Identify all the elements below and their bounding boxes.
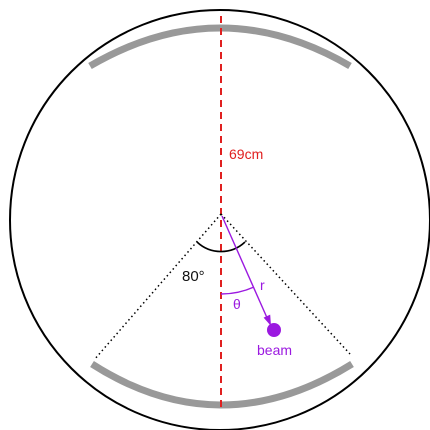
beam-arrow-line: [221, 215, 269, 321]
right-dotted-line: [220, 213, 351, 355]
left-dotted-line: [93, 213, 222, 361]
beam-arrow-head: [263, 314, 271, 326]
radius-label: r: [260, 277, 265, 293]
beam-label: beam: [257, 342, 292, 358]
angle-label: 80°: [182, 268, 205, 285]
outer-circle: [9, 9, 430, 430]
beam-dot: [267, 323, 281, 337]
theta-arc: [220, 286, 255, 295]
theta-label: θ: [233, 296, 241, 312]
angle-arc-80: [196, 241, 246, 253]
distance-label: 69cm: [229, 146, 263, 162]
